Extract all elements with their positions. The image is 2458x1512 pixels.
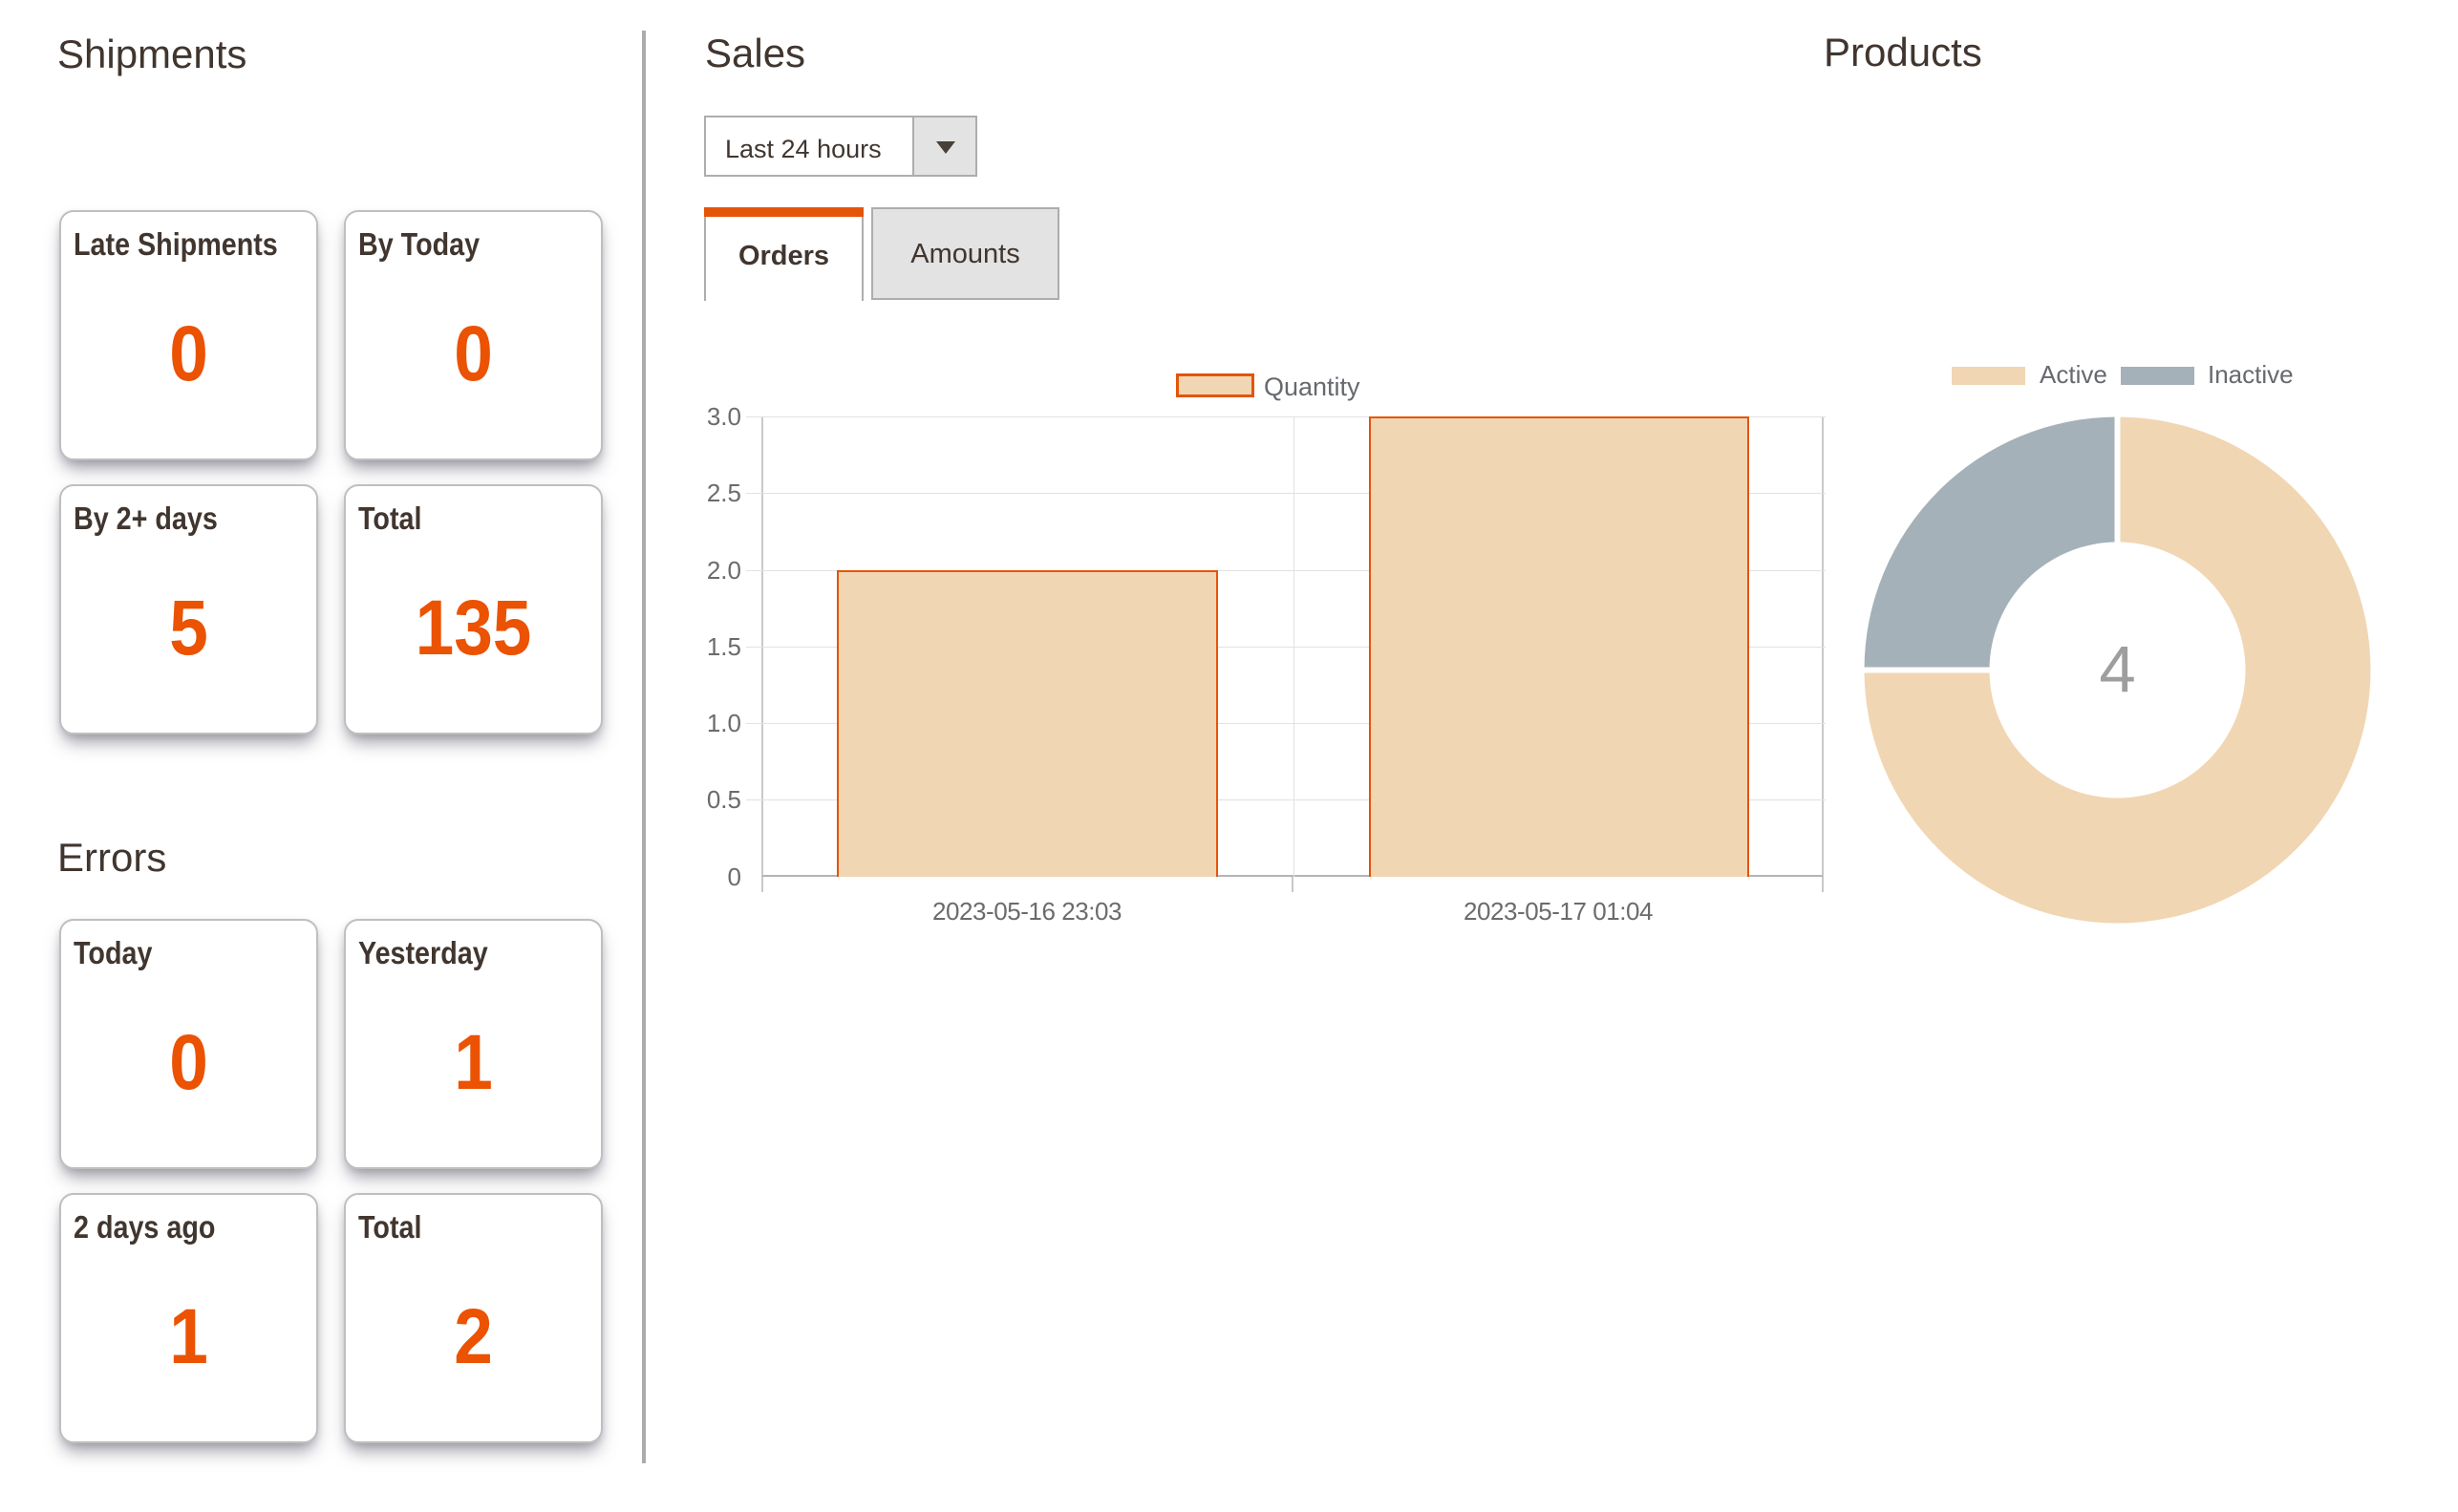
svg-text:4: 4	[2099, 632, 2135, 706]
